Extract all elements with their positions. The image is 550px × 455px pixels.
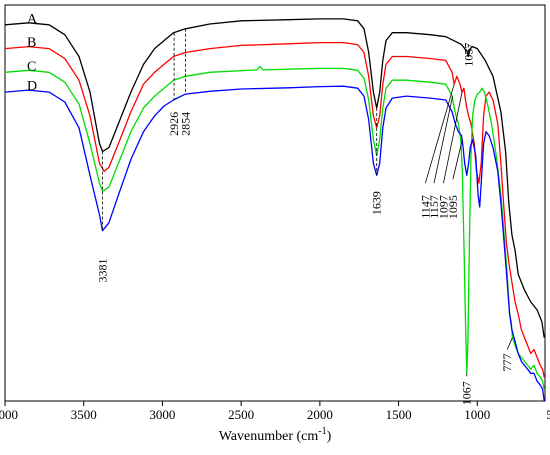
- x-tick-label: 3000: [149, 407, 175, 422]
- series-line-c: [4, 65, 545, 390]
- series-layer: [4, 18, 545, 402]
- annotation-leader-777: [506, 337, 513, 350]
- x-tick-label: 2500: [228, 407, 254, 422]
- series-line-b: [4, 41, 545, 378]
- annotation-leader-1097: [443, 92, 463, 184]
- annotation-label-1067: 1067: [460, 381, 474, 405]
- plot-area-frame: [4, 4, 546, 402]
- annotation-label-2926: 2926: [167, 112, 181, 136]
- annotation-label-1157: 1157: [427, 195, 441, 219]
- x-axis-label: Wavenumber (cm-1): [219, 426, 332, 444]
- annotation-leader-1095: [452, 139, 463, 180]
- annotation-label-1147: 1147: [418, 195, 432, 219]
- x-axis-label-close: ): [327, 429, 332, 444]
- series-line-d: [4, 85, 545, 402]
- x-tick-label: 2000: [307, 407, 333, 422]
- series-tag-c: C: [27, 59, 36, 74]
- series-tag-d: D: [27, 79, 37, 94]
- annotation-label-1639: 1639: [370, 191, 384, 215]
- series-line-a: [4, 18, 545, 338]
- x-tick-label: 1500: [386, 407, 412, 422]
- x-tick-label: 3500: [71, 407, 97, 422]
- annotation-leader-1157: [433, 95, 453, 184]
- series-tag-a: A: [27, 12, 38, 27]
- x-tick-label: 500: [546, 407, 550, 422]
- annotation-leader-1147: [424, 84, 455, 184]
- x-axis-label-main: Wavenumber (cm: [219, 429, 319, 444]
- annotation-label-1095: 1095: [446, 195, 460, 219]
- annotation-label-2854: 2854: [178, 112, 192, 136]
- x-tick-label: 1000: [464, 407, 490, 422]
- series-tag-b: B: [27, 36, 36, 51]
- x-axis-label-sup: -1: [318, 426, 326, 437]
- x-axis-ticks: 4000 3500 3000 2500 2000 1500 1000 500: [0, 401, 550, 422]
- annotation-label-3381: 3381: [95, 258, 109, 282]
- annotation-label-1097: 1097: [436, 195, 450, 219]
- annotation-label-777: 777: [500, 353, 514, 371]
- x-tick-label: 4000: [0, 407, 18, 422]
- annotation-label-1057: 1057: [461, 43, 475, 67]
